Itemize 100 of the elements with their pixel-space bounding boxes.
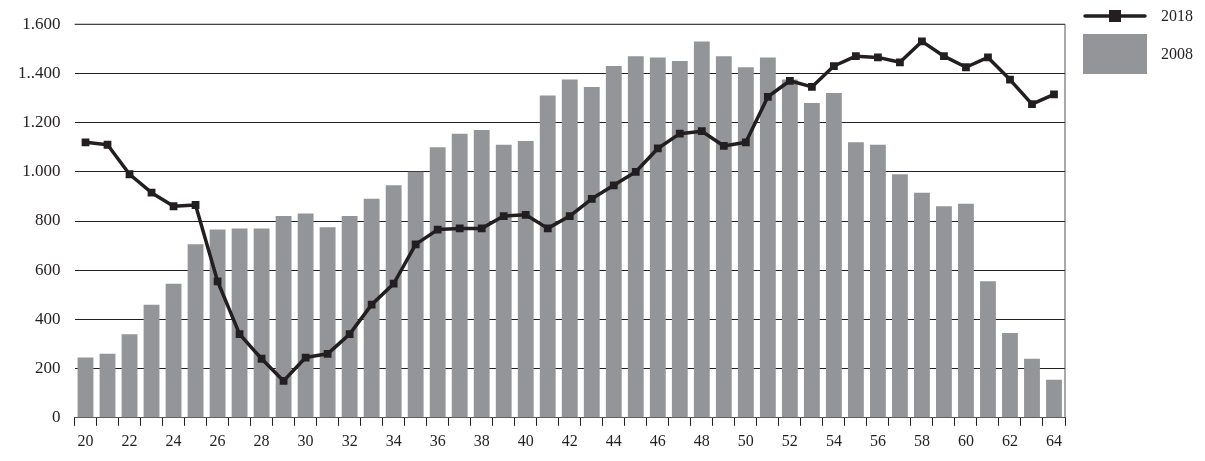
x-tick-label: 52 <box>781 431 798 449</box>
bar <box>473 129 490 418</box>
point <box>345 330 354 339</box>
bar <box>914 192 930 418</box>
x-tick-label: 62 <box>1001 431 1018 449</box>
bar <box>649 57 666 418</box>
point <box>477 224 486 233</box>
x-tick-label: 56 <box>869 431 886 449</box>
bar <box>693 41 710 418</box>
point <box>962 63 970 72</box>
bar <box>341 216 358 418</box>
bar <box>253 228 270 418</box>
y-tick-label: 400 <box>35 308 61 328</box>
point <box>763 92 772 101</box>
x-tick-label: 46 <box>649 431 666 449</box>
point <box>675 129 684 138</box>
x-tick-label: 34 <box>385 431 402 449</box>
y-tick-label: 1.200 <box>22 112 61 132</box>
x-tick-label: 50 <box>737 431 754 449</box>
point <box>896 58 904 67</box>
point <box>984 53 992 62</box>
bar <box>958 203 974 418</box>
bar <box>583 86 600 418</box>
point <box>257 354 266 363</box>
bar <box>209 229 226 418</box>
point <box>1028 100 1036 109</box>
x-tick-label: 26 <box>209 431 226 449</box>
point <box>411 240 420 249</box>
point <box>213 277 222 286</box>
bar <box>1002 332 1018 418</box>
x-tick-label: 42 <box>561 431 578 449</box>
point <box>697 127 706 136</box>
bar <box>781 79 798 418</box>
bar <box>231 228 248 418</box>
x-tick-label: 32 <box>341 431 358 449</box>
bar <box>847 142 864 418</box>
x-tick-label: 20 <box>77 431 94 449</box>
point <box>499 212 508 220</box>
bar <box>451 133 468 418</box>
point <box>565 212 574 220</box>
bar <box>77 357 94 418</box>
x-tick-label: 40 <box>517 431 534 449</box>
x-tick-label: 58 <box>913 431 930 449</box>
bar <box>803 102 820 418</box>
point <box>279 377 288 385</box>
y-tick-label: 0 <box>52 407 61 427</box>
point <box>807 83 816 91</box>
legend-label: 2018 <box>1161 7 1193 25</box>
bar <box>297 213 314 418</box>
bar <box>891 174 908 418</box>
point <box>852 52 860 61</box>
bar <box>936 206 952 418</box>
y-tick-label: 1.000 <box>22 161 61 181</box>
bar <box>561 79 578 418</box>
point <box>874 53 882 62</box>
bar <box>495 144 512 418</box>
point <box>741 138 750 147</box>
point <box>147 188 156 197</box>
point <box>169 202 178 211</box>
bar <box>363 198 380 418</box>
bar <box>429 147 446 418</box>
bar <box>319 227 336 418</box>
bar <box>143 304 160 418</box>
bar <box>165 283 182 418</box>
point <box>81 138 90 147</box>
point <box>367 300 376 309</box>
point <box>389 279 398 288</box>
bar <box>737 67 754 418</box>
bar <box>539 95 556 418</box>
x-tick-label: 24 <box>165 431 182 449</box>
y-tick-label: 600 <box>35 259 61 279</box>
x-tick-label: 36 <box>429 431 446 449</box>
x-tick-label: 44 <box>605 431 622 449</box>
point <box>301 353 310 362</box>
point <box>103 140 112 149</box>
y-tick-label: 1.600 <box>22 13 61 33</box>
bar <box>1024 358 1040 418</box>
point <box>433 225 442 234</box>
x-tick-label: 22 <box>121 431 138 449</box>
bar <box>715 56 732 418</box>
x-tick-label: 48 <box>693 431 710 449</box>
bar <box>980 281 996 418</box>
bar <box>605 66 622 418</box>
point <box>323 349 332 358</box>
bar <box>275 216 292 418</box>
bar <box>671 61 688 418</box>
x-tick-label: 28 <box>253 431 270 449</box>
x-tick-label: 64 <box>1045 431 1062 449</box>
point <box>918 37 926 46</box>
point <box>609 181 618 190</box>
point <box>1006 75 1014 84</box>
bar <box>121 334 138 418</box>
bar <box>407 171 424 418</box>
point <box>829 62 838 70</box>
bar <box>869 144 886 418</box>
point <box>653 144 662 153</box>
bar <box>825 93 842 418</box>
text: 2008 <box>1161 45 1193 63</box>
x-tick-label: 60 <box>957 431 974 449</box>
point <box>455 224 464 233</box>
